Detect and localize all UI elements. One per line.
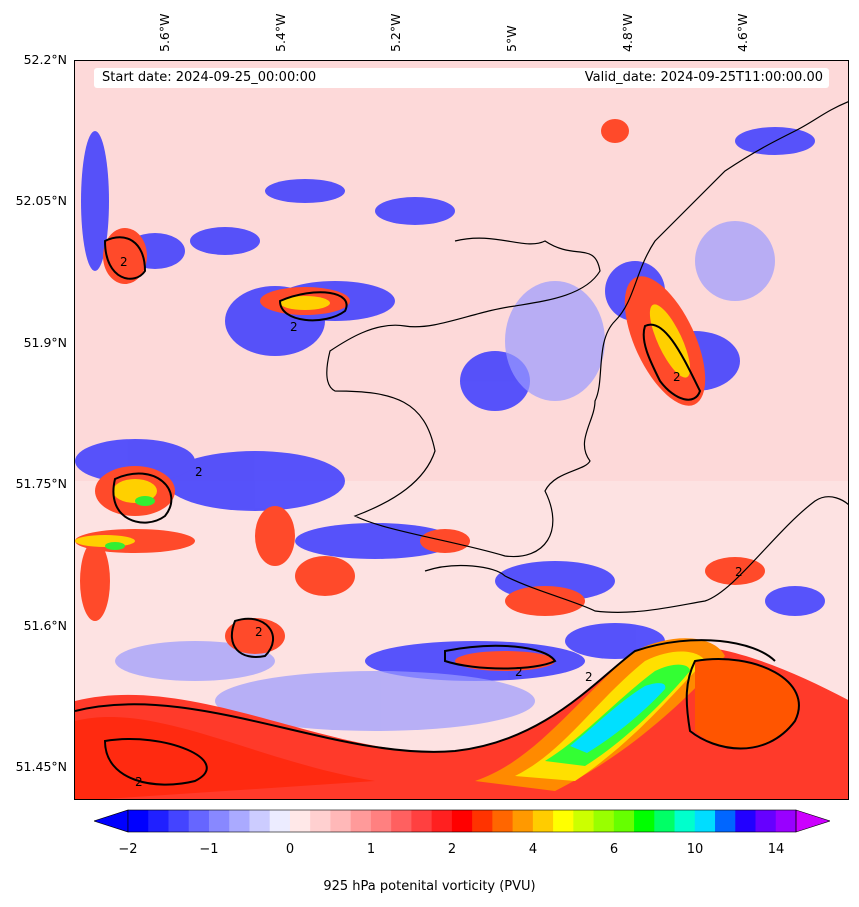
colorbar-swatch xyxy=(411,810,433,832)
colorbar-border xyxy=(127,809,797,833)
contour-label: 2 xyxy=(290,320,298,334)
contour-label: 2 xyxy=(735,565,743,579)
colorbar-swatch xyxy=(208,810,230,832)
colorbar-swatch xyxy=(532,810,554,832)
colorbar-swatch xyxy=(330,810,352,832)
colorbar-swatch xyxy=(451,810,473,832)
colorbar xyxy=(93,806,831,836)
lon-label: 4.6°W xyxy=(735,13,750,53)
colorbar-tick-label: 4 xyxy=(528,842,538,857)
colorbar-tick-label: −2 xyxy=(118,842,138,857)
start-date-text: Start date: 2024-09-25_00:00:00 xyxy=(102,70,317,85)
colorbar-swatch xyxy=(674,810,696,832)
colorbar-swatch xyxy=(735,810,757,832)
lon-label: 5.6°W xyxy=(157,13,172,53)
lon-label: 5.2°W xyxy=(388,13,403,53)
lon-label: 4.8°W xyxy=(620,13,635,53)
colorbar-swatch xyxy=(229,810,250,832)
colorbar-swatch xyxy=(715,810,736,832)
colorbar-swatch xyxy=(613,810,635,832)
colorbar-swatch xyxy=(553,810,574,832)
colorbar-tick-label: 14 xyxy=(767,842,785,857)
contour-label: 2 xyxy=(120,255,128,269)
lat-label: 51.75°N xyxy=(15,476,67,491)
lat-label: 52.2°N xyxy=(23,52,67,67)
colorbar-swatch xyxy=(573,810,595,832)
colorbar-swatch xyxy=(512,810,534,832)
colorbar-swatch xyxy=(492,810,514,832)
colorbar-swatch xyxy=(431,810,453,832)
colorbar-tick-label: 1 xyxy=(366,842,376,857)
contour-label: 2 xyxy=(515,665,523,679)
contour-label: 2 xyxy=(135,775,143,789)
valid-date-text: Valid_date: 2024-09-25T11:00:00.00 xyxy=(584,70,823,85)
lon-label: 5.4°W xyxy=(273,13,288,53)
lon-label: 5°W xyxy=(504,25,519,52)
colorbar-swatch xyxy=(755,810,777,832)
map-panel: 2 2 2 2 2 2 2 2 2 xyxy=(74,60,849,800)
colorbar-swatch xyxy=(472,810,493,832)
colorbar-tick-label: 2 xyxy=(447,842,457,857)
colorbar-swatches xyxy=(93,809,831,833)
colorbar-swatch xyxy=(310,810,331,832)
colorbar-swatch xyxy=(269,810,291,832)
colorbar-tick-label: 10 xyxy=(686,842,704,857)
lat-label: 52.05°N xyxy=(15,193,67,208)
date-info-box: Start date: 2024-09-25_00:00:00 Valid_da… xyxy=(94,68,829,88)
colorbar-swatch xyxy=(694,810,716,832)
colorbar-swatch xyxy=(634,810,655,832)
colorbar-swatch xyxy=(188,810,210,832)
colorbar-swatch xyxy=(654,810,676,832)
colorbar-under-extension xyxy=(93,809,129,833)
colorbar-swatch xyxy=(148,810,169,832)
lat-label: 51.6°N xyxy=(23,618,67,633)
colorbar-swatch xyxy=(350,810,372,832)
contour-label: 2 xyxy=(195,465,203,479)
colorbar-over-extension xyxy=(795,809,831,833)
lat-label: 51.9°N xyxy=(23,335,67,350)
contour-label: 2 xyxy=(255,625,263,639)
lat-label: 51.45°N xyxy=(15,759,67,774)
colorbar-swatch xyxy=(249,810,271,832)
colorbar-tick-label: 6 xyxy=(609,842,619,857)
colorbar-tick-label: −1 xyxy=(199,842,219,857)
colorbar-swatch xyxy=(289,810,311,832)
contour-label: 2 xyxy=(585,670,593,684)
colorbar-swatch xyxy=(593,810,615,832)
colorbar-tick-label: 0 xyxy=(285,842,295,857)
colorbar-swatch xyxy=(128,810,149,832)
colorbar-title: 925 hPa potenital vorticity (PVU) xyxy=(323,879,536,894)
colorbar-swatch xyxy=(168,810,190,832)
potential-vorticity-field: 2 2 2 2 2 2 2 2 2 xyxy=(75,61,848,799)
contour-label: 2 xyxy=(673,370,681,384)
colorbar-swatch xyxy=(370,810,392,832)
colorbar-swatch xyxy=(775,810,797,832)
colorbar-swatch xyxy=(391,810,412,832)
